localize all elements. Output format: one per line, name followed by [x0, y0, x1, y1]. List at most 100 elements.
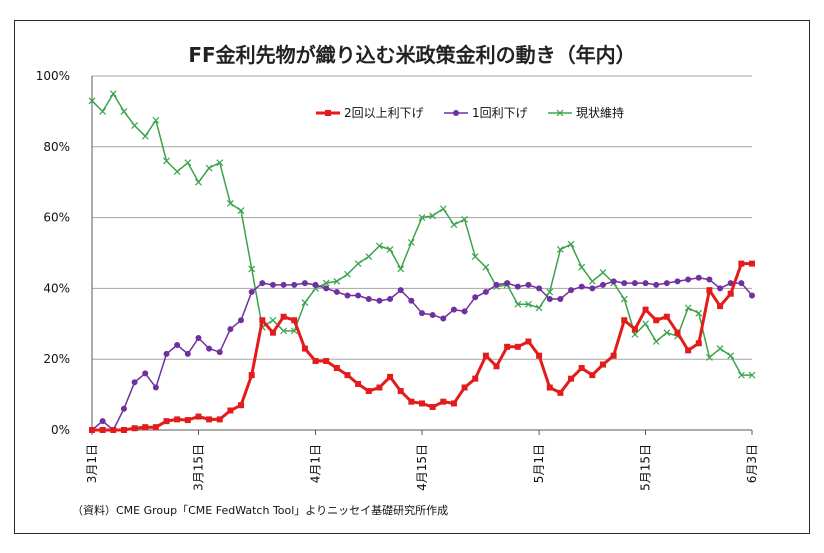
data-point [333, 288, 340, 295]
series-square [89, 260, 755, 433]
data-point [216, 349, 223, 356]
data-point [419, 310, 425, 317]
plot-area [88, 90, 756, 433]
data-point [685, 347, 692, 354]
data-point [323, 285, 330, 292]
data-point [568, 287, 575, 294]
data-point [325, 110, 331, 116]
source-note: （資料）CME Group「CME FedWatch Tool」よりニッセイ基礎… [72, 503, 448, 517]
data-point [131, 379, 138, 386]
data-point [471, 253, 479, 260]
data-point [291, 281, 298, 288]
data-point [238, 402, 245, 409]
data-point [631, 280, 638, 287]
data-point [110, 427, 117, 433]
data-point [99, 107, 107, 115]
x-marker-stroke [163, 157, 170, 165]
x-marker-stroke [333, 277, 341, 285]
data-point [535, 304, 543, 312]
x-marker-stroke [546, 288, 554, 296]
x-marker-stroke [269, 316, 277, 324]
data-point [642, 306, 649, 313]
data-point [301, 280, 308, 287]
x-marker-stroke [184, 159, 192, 167]
x-marker-stroke [344, 270, 351, 278]
x-marker-stroke [578, 263, 586, 271]
data-point [514, 300, 522, 308]
data-point [131, 122, 139, 129]
data-point [642, 280, 649, 287]
x-marker-stroke [471, 253, 479, 260]
y-tick-label: 80% [43, 140, 70, 154]
data-point [536, 285, 543, 292]
data-point [450, 221, 458, 229]
data-point [514, 343, 521, 350]
data-point [737, 371, 745, 379]
data-point [195, 178, 202, 186]
x-marker-stroke [737, 371, 745, 379]
data-point [716, 345, 724, 353]
data-point [408, 398, 415, 405]
data-point [578, 283, 585, 290]
data-point [280, 281, 287, 288]
data-point [706, 287, 713, 294]
data-point [536, 352, 543, 359]
data-point [226, 200, 234, 207]
data-point [749, 260, 755, 267]
data-point [269, 281, 276, 288]
series-line [91, 277, 753, 431]
legend-label: 1回利下げ [472, 106, 528, 120]
data-point [312, 281, 319, 288]
x-marker-stroke [280, 327, 288, 335]
data-point [120, 405, 127, 412]
data-point [663, 329, 671, 337]
data-point [621, 317, 628, 324]
x-marker-stroke [120, 107, 128, 115]
x-marker-stroke [748, 371, 756, 379]
data-point [514, 283, 521, 290]
x-marker-stroke [365, 253, 373, 260]
data-point [493, 363, 500, 370]
data-point [387, 373, 394, 380]
data-point [589, 372, 596, 379]
data-point [163, 157, 170, 165]
data-point [237, 207, 245, 214]
data-point [152, 384, 159, 391]
x-marker-stroke [386, 246, 394, 253]
x-marker-stroke [684, 304, 692, 312]
data-point [727, 280, 734, 287]
legend-label: 2回以上利下げ [344, 106, 424, 120]
data-point [556, 109, 564, 117]
data-point [685, 276, 692, 283]
data-point [557, 389, 564, 396]
data-point [323, 357, 330, 364]
data-point [546, 288, 554, 296]
data-point [695, 309, 703, 317]
data-point [450, 306, 457, 313]
data-point [504, 280, 511, 287]
data-point [717, 285, 724, 292]
data-point [461, 308, 468, 315]
data-point [280, 327, 288, 335]
data-point [195, 334, 202, 341]
data-point [418, 214, 426, 222]
data-point [504, 343, 511, 350]
data-point [440, 315, 447, 322]
x-marker-stroke [705, 354, 713, 361]
data-point [291, 317, 298, 324]
x-marker-stroke [514, 300, 522, 308]
data-point [653, 317, 660, 324]
data-point [453, 110, 459, 116]
data-point [578, 365, 585, 372]
data-point [749, 292, 755, 299]
data-point [355, 380, 362, 387]
data-point [439, 205, 447, 213]
data-point [120, 107, 128, 115]
x-marker-stroke [695, 309, 703, 317]
chart-title: FF金利先物が織り込む米政策金利の動き（年内） [188, 43, 635, 67]
data-point [333, 365, 340, 372]
data-point [738, 280, 745, 287]
x-marker-stroke [152, 116, 160, 124]
x-marker-stroke [652, 338, 660, 345]
data-point [642, 320, 649, 328]
